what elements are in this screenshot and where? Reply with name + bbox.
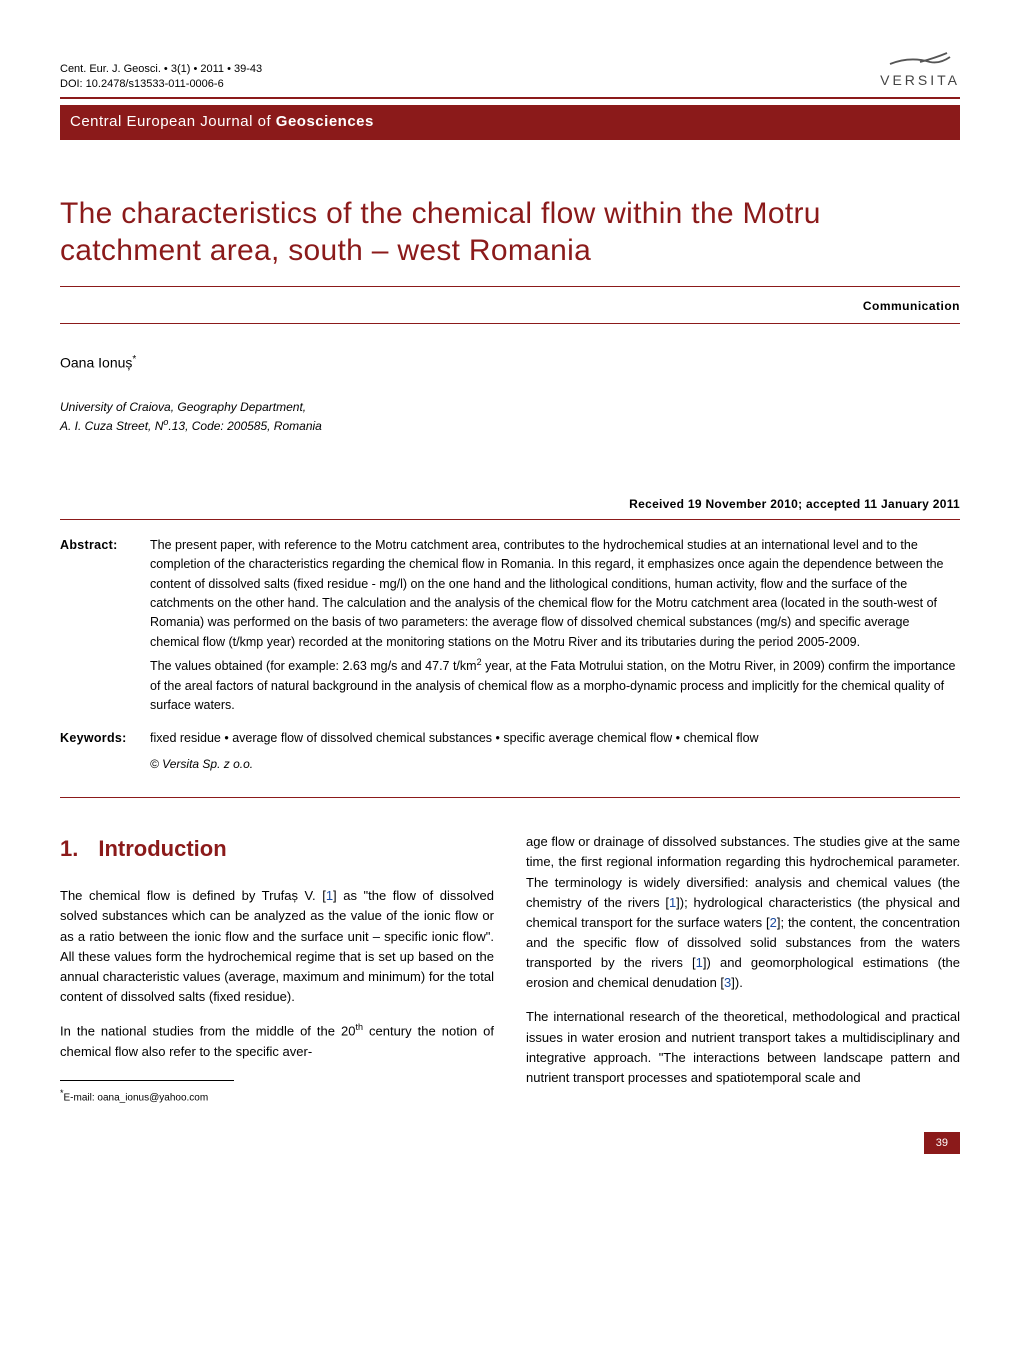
copyright: © Versita Sp. z o.o. — [150, 755, 960, 774]
article-type: Communication — [60, 297, 960, 324]
journal-banner: Central European Journal of Geosciences — [60, 105, 960, 140]
footnote-rule — [60, 1080, 234, 1081]
journal-ref-line1: Cent. Eur. J. Geosci. • 3(1) • 2011 • 39… — [60, 62, 262, 76]
section-number: 1. — [60, 836, 78, 861]
abstract-p1: The present paper, with reference to the… — [150, 536, 960, 652]
left-p1: The chemical flow is defined by Trufaș V… — [60, 886, 494, 1007]
abstract-p2: The values obtained (for example: 2.63 m… — [150, 656, 960, 715]
meta-block: Abstract: The present paper, with refere… — [60, 536, 960, 799]
versita-bird-icon — [885, 50, 955, 72]
keywords-content: fixed residue • average flow of dissolve… — [150, 729, 960, 773]
left-p2: In the national studies from the middle … — [60, 1021, 494, 1062]
section-heading: 1. Introduction — [60, 832, 494, 866]
abstract-p2-pre: The values obtained (for example: 2.63 m… — [150, 659, 477, 673]
footnote-text: E-mail: oana_ionus@yahoo.com — [64, 1092, 209, 1103]
affiliation-line1: University of Craiova, Geography Departm… — [60, 399, 960, 416]
author-line: Oana Ionuș* — [60, 352, 960, 374]
keywords-row: Keywords: fixed residue • average flow o… — [60, 729, 960, 773]
abstract-row: Abstract: The present paper, with refere… — [60, 536, 960, 720]
page-header: Cent. Eur. J. Geosci. • 3(1) • 2011 • 39… — [60, 50, 960, 91]
top-rule — [60, 97, 960, 99]
keywords-text: fixed residue • average flow of dissolve… — [150, 729, 960, 748]
journal-ref-line2: DOI: 10.2478/s13533-011-0006-6 — [60, 77, 262, 91]
abstract-label: Abstract: — [60, 536, 150, 720]
left-column: 1. Introduction The chemical flow is defi… — [60, 832, 494, 1105]
affiliation: University of Craiova, Geography Departm… — [60, 399, 960, 435]
affiliation-line2-pre: A. I. Cuza Street, N — [60, 419, 163, 433]
left-p2-sup: th — [355, 1022, 363, 1032]
left-p1-pre: The chemical flow is defined by Trufaș V… — [60, 888, 326, 903]
affiliation-line2: A. I. Cuza Street, No.13, Code: 200585, … — [60, 416, 960, 435]
citation-link[interactable]: 1 — [696, 955, 703, 970]
citation-link[interactable]: 1 — [326, 888, 333, 903]
left-p2-pre: In the national studies from the middle … — [60, 1024, 355, 1039]
author-name: Oana Ionuș — [60, 354, 132, 370]
affiliation-line2-post: .13, Code: 200585, Romania — [168, 419, 321, 433]
right-column: age flow or drainage of dissolved substa… — [526, 832, 960, 1105]
keywords-label: Keywords: — [60, 729, 150, 773]
right-p2: The international research of the theore… — [526, 1007, 960, 1088]
left-p1-post: ] as "the flow of dissolved solved subst… — [60, 888, 494, 1004]
publisher-logo: VERSITA — [880, 50, 960, 91]
article-title: The characteristics of the chemical flow… — [60, 195, 960, 287]
right-p1-e: ]). — [731, 975, 743, 990]
journal-reference: Cent. Eur. J. Geosci. • 3(1) • 2011 • 39… — [60, 62, 262, 91]
page-number: 39 — [924, 1132, 960, 1155]
received-accepted-dates: Received 19 November 2010; accepted 11 J… — [60, 495, 960, 520]
citation-link[interactable]: 2 — [770, 915, 777, 930]
banner-bold: Geosciences — [276, 113, 374, 130]
right-p1: age flow or drainage of dissolved substa… — [526, 832, 960, 993]
publisher-name: VERSITA — [880, 70, 960, 91]
footnote: *E-mail: oana_ionus@yahoo.com — [60, 1087, 494, 1106]
banner-prefix: Central European Journal of — [70, 113, 276, 130]
abstract-content: The present paper, with reference to the… — [150, 536, 960, 720]
author-marker: * — [132, 354, 136, 365]
section-title: Introduction — [98, 836, 226, 861]
body-columns: 1. Introduction The chemical flow is defi… — [60, 832, 960, 1105]
